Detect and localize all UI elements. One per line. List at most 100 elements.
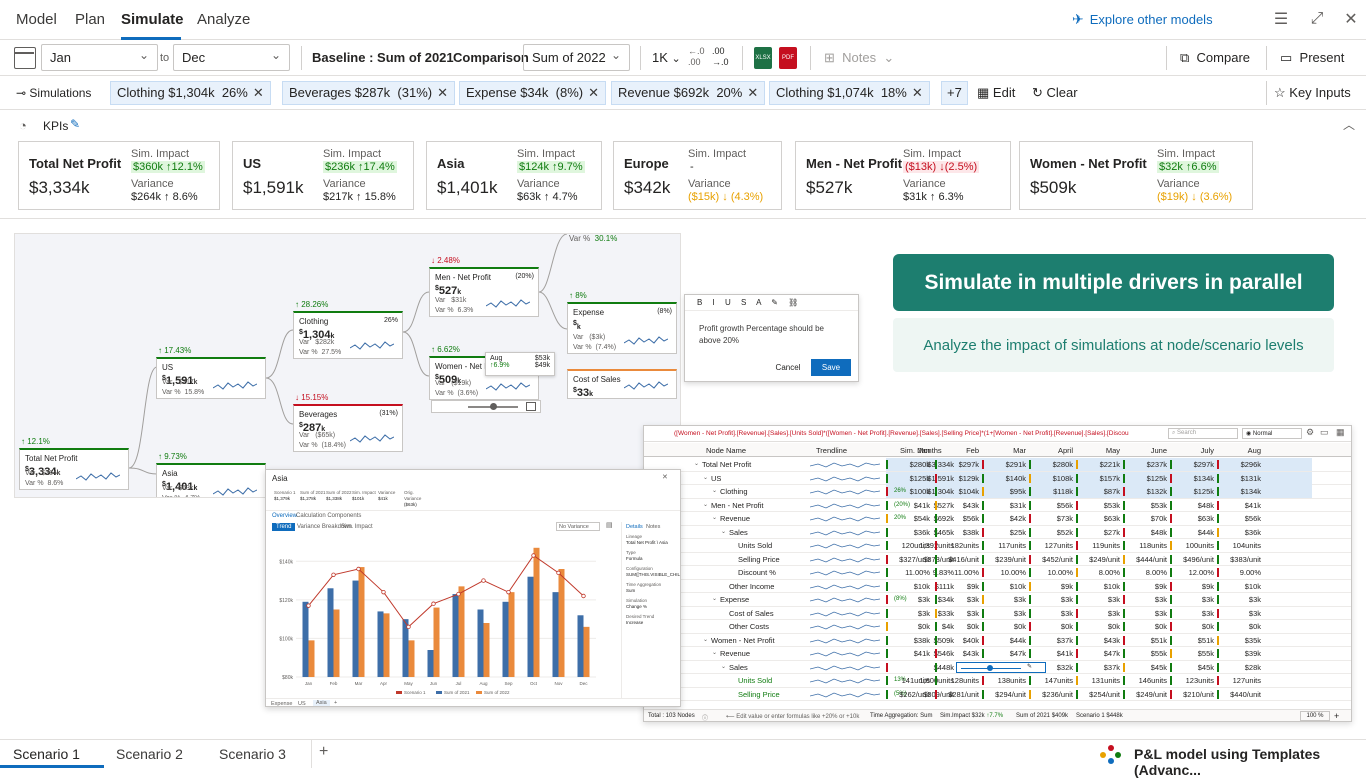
simulation-slider[interactable] [431,400,541,413]
cell-value[interactable]: $9k [1154,581,1167,591]
cell-value[interactable]: $383/unit [1230,554,1261,564]
tab-model[interactable]: Model [16,11,57,28]
cell-value[interactable]: 146units [1138,676,1167,685]
chevron-down-icon[interactable]: ⌄ [703,474,709,481]
tab-scenario-1[interactable]: Scenario 1 [13,746,80,762]
tree-node[interactable]: Cost of Sales $33k [567,369,677,399]
table-row[interactable]: ⌄ Men - Net Profit (20%) $527k $41k $43k $31k $… [644,499,1351,512]
cell-value[interactable]: $3k [1060,608,1073,618]
slider-thumb[interactable] [987,664,993,671]
cell-value[interactable]: $53k [1103,500,1120,510]
pencil-icon[interactable]: ✎ [70,117,81,131]
sim-total[interactable]: $111k [934,581,954,591]
cell-value[interactable]: $45k [1197,662,1214,672]
cell-value[interactable]: 127units [1232,676,1261,685]
sim-total[interactable]: $3,334k [927,460,954,469]
variance-select[interactable]: No Variance [556,522,600,531]
cell-value[interactable]: $3k [917,608,930,618]
format-toolbar[interactable]: B I U S A ✎ ⛓ [685,295,858,311]
cell-value[interactable]: $9k [1201,581,1214,591]
add-tab-icon[interactable]: + [334,700,338,706]
cell-value[interactable]: $45k [1150,662,1167,672]
cell-value[interactable]: 104units [1232,541,1261,550]
chevron-down-icon[interactable]: ⌄ [712,650,718,656]
cell-value[interactable]: $297k [1193,460,1214,469]
kpi-card[interactable]: US $1,591k Sim. Impact $236k ↑17.4% Vari… [232,141,414,210]
remove-chip-icon[interactable]: ✕ [747,85,759,100]
cell-value[interactable]: $3k [1013,595,1026,604]
tab-variance-breakdown[interactable]: Variance Breakdown [297,524,352,530]
cell-value[interactable]: $3k [1248,608,1261,618]
cell-value[interactable]: $28k [1244,662,1261,672]
cell-value[interactable]: $327/unit [899,554,930,564]
from-month-select[interactable]: Jan ⌄ [41,44,158,71]
notes-button[interactable]: ⊞ Notes ⌄ [824,50,894,66]
footer-tab[interactable]: US [298,701,306,707]
settings-icon[interactable]: ⚙ [1306,427,1315,437]
tab-calculation[interactable]: Calculation Components [296,513,362,519]
cell-value[interactable]: $47k [1009,649,1026,658]
cell-value[interactable]: $3k [966,608,979,618]
tab-trend[interactable]: Trend [272,523,296,531]
cell-value[interactable]: $496/unit [1183,554,1214,564]
simulation-chip[interactable]: Expense $34k (8%) ✕ [459,81,606,105]
cell-value[interactable]: $236/unit [1042,689,1073,699]
cell-value[interactable]: $249/unit [1089,554,1120,564]
cell-value[interactable]: 147units [1044,676,1073,685]
menu-icon[interactable]: ☰ [1273,11,1289,28]
cell-value[interactable]: $56k [1056,500,1073,510]
table-row[interactable]: ⌄ Women - Net Profit $509k $38k $40k $44k $37k… [644,634,1351,647]
cell-value[interactable]: 10.00% [1000,568,1026,577]
cell-value[interactable]: $38k [913,635,930,645]
cell-value[interactable]: $280k [1052,460,1073,469]
collapse-icon[interactable]: ︿ [1343,118,1356,132]
present-button[interactable]: ▭ Present [1280,50,1344,66]
cell-value[interactable]: 128units [950,676,979,685]
cell-value[interactable]: $63k [1103,514,1120,523]
chevron-down-icon[interactable]: ⌄ [703,636,709,643]
formula-text[interactable]: ([Women - Net Profit].[Revenue].[Sales].… [674,430,1129,437]
zoom-in-icon[interactable]: + [1334,711,1340,721]
clear-button[interactable]: ↻ Clear [1032,85,1078,101]
cell-value[interactable]: $48k [1150,527,1167,537]
cell-value[interactable]: $416/unit [948,554,979,564]
cell-value[interactable]: $55k [1150,649,1167,658]
cell-value[interactable]: 117units [998,541,1026,550]
sim-total[interactable]: $509k [933,635,954,645]
tab-scenario-2[interactable]: Scenario 2 [116,746,183,762]
sim-total[interactable]: $309/unit [923,689,954,699]
tab-analyze[interactable]: Analyze [197,11,251,28]
cell-value[interactable]: $51k [1150,635,1167,645]
cell-value[interactable]: $3k [1201,595,1214,604]
cell-value[interactable]: $132k [1146,487,1167,496]
cell-value[interactable]: $95k [1009,487,1026,496]
cell-value[interactable]: $39k [1244,649,1261,658]
cell-value[interactable]: $210/unit [1183,689,1214,699]
cell-value[interactable]: $31k [1009,500,1026,510]
table-row[interactable]: ⌄ Expense (8%) $34k $3k $3k $3k $3k $3k $3k $3k $3k [644,593,1351,607]
view-select[interactable]: ◉ Normal [1242,428,1302,439]
more-chips-badge[interactable]: +7 [941,81,968,105]
cell-value[interactable]: 11.00% [905,568,930,577]
tree-node[interactable]: Beverages (31%) $287k Var ($65k) Var % (18.4… [293,404,403,452]
cell-value[interactable]: $3k [917,595,930,604]
table-row[interactable]: Discount % 9.83% 11.00% 11.00% 10.00% 10.00% 8… [644,566,1351,580]
cell-value[interactable]: $100k [909,487,930,496]
excel-export-icon[interactable]: XLSX [754,47,772,69]
tab-scenario-3[interactable]: Scenario 3 [219,746,286,762]
cell-value[interactable]: $40k [962,635,979,645]
cell-value[interactable]: $157k [1099,473,1120,483]
footer-tab[interactable]: Expense [271,701,293,707]
cell-value[interactable]: $36k [1244,527,1261,537]
table-row[interactable]: ⌄ Clothing 26% $1,304k $100k $104k $95k $118k $8… [644,485,1351,499]
sim-total[interactable]: $448k [933,662,954,672]
kpi-card[interactable]: Asia $1,401k Sim. Impact $124k ↑9.7% Var… [426,141,602,210]
close-icon[interactable]: ✕ [1344,11,1358,28]
tree-node[interactable]: Total Net Profit $3,334k Var $264k Var % 8.… [19,448,129,490]
edit-button[interactable]: ▦ Edit [977,85,1015,101]
cell-value[interactable]: $10k [913,581,930,591]
baseline-selector[interactable]: Baseline : Sum of 2021 [312,50,454,65]
table-row[interactable]: Selling Price $373/unit $327/unit $416/unit… [644,553,1351,566]
cell-value[interactable]: $125k [909,473,930,483]
